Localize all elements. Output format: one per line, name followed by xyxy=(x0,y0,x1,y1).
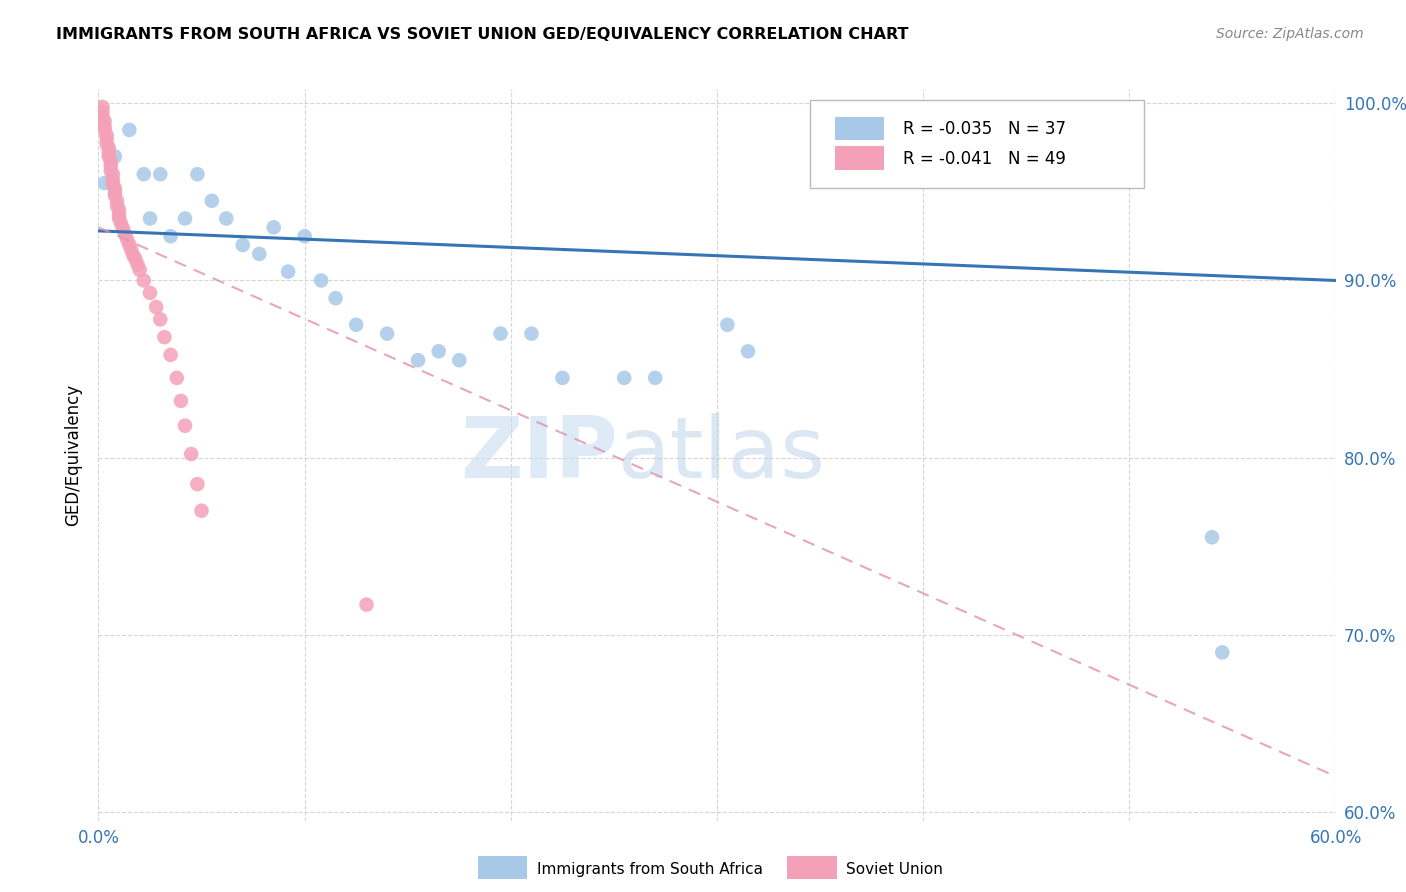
Point xyxy=(551,371,574,385)
Point xyxy=(153,330,176,344)
Point xyxy=(100,163,122,178)
Text: ZIP: ZIP xyxy=(460,413,619,497)
Point xyxy=(120,244,142,258)
Point xyxy=(520,326,543,341)
Point xyxy=(149,167,172,181)
Point xyxy=(427,344,450,359)
Point xyxy=(101,176,124,190)
Point xyxy=(93,114,115,128)
Point xyxy=(117,233,139,247)
Point xyxy=(186,477,208,491)
Point xyxy=(851,123,873,137)
Point xyxy=(613,371,636,385)
Point xyxy=(101,167,124,181)
Point xyxy=(124,252,146,267)
Point xyxy=(104,181,127,195)
Point xyxy=(232,238,254,252)
Point xyxy=(953,123,976,137)
Point xyxy=(112,222,135,236)
Point xyxy=(159,348,181,362)
Point xyxy=(97,141,120,155)
Point xyxy=(91,111,114,125)
Point xyxy=(139,285,162,300)
Text: Immigrants from South Africa: Immigrants from South Africa xyxy=(537,863,763,877)
Text: IMMIGRANTS FROM SOUTH AFRICA VS SOVIET UNION GED/EQUIVALENCY CORRELATION CHART: IMMIGRANTS FROM SOUTH AFRICA VS SOVIET U… xyxy=(56,27,908,42)
Point xyxy=(325,291,347,305)
FancyBboxPatch shape xyxy=(835,117,884,140)
Point xyxy=(375,326,398,341)
Point xyxy=(190,504,212,518)
Text: atlas: atlas xyxy=(619,413,827,497)
Point xyxy=(174,418,197,433)
FancyBboxPatch shape xyxy=(835,146,884,169)
Point xyxy=(97,149,120,163)
Point xyxy=(263,220,285,235)
Point xyxy=(406,353,429,368)
Point xyxy=(108,211,131,226)
Point xyxy=(166,371,188,385)
Point xyxy=(108,202,131,217)
Point xyxy=(149,312,172,326)
Text: R = -0.041   N = 49: R = -0.041 N = 49 xyxy=(903,150,1066,168)
Point xyxy=(344,318,367,332)
Point xyxy=(110,217,132,231)
Point xyxy=(100,158,122,172)
Point xyxy=(1201,530,1223,544)
Point xyxy=(122,249,145,263)
Y-axis label: GED/Equivalency: GED/Equivalency xyxy=(65,384,83,526)
FancyBboxPatch shape xyxy=(810,100,1144,188)
Point xyxy=(91,105,114,120)
Point xyxy=(118,123,141,137)
Point xyxy=(105,199,128,213)
Point xyxy=(108,208,131,222)
Point xyxy=(104,149,127,163)
Text: R = -0.035   N = 37: R = -0.035 N = 37 xyxy=(903,120,1066,138)
Point xyxy=(356,598,378,612)
Point xyxy=(96,132,118,146)
Text: Soviet Union: Soviet Union xyxy=(846,863,943,877)
Point xyxy=(159,229,181,244)
Point xyxy=(127,258,149,272)
Text: Source: ZipAtlas.com: Source: ZipAtlas.com xyxy=(1216,27,1364,41)
Point xyxy=(104,188,127,202)
Point xyxy=(114,227,136,242)
Point xyxy=(93,176,115,190)
Point xyxy=(174,211,197,226)
Point xyxy=(294,229,316,244)
Point xyxy=(93,123,115,137)
Point xyxy=(93,120,115,134)
Point xyxy=(186,167,208,181)
Point xyxy=(180,447,202,461)
Point xyxy=(101,172,124,186)
Point xyxy=(489,326,512,341)
Point xyxy=(922,123,945,137)
Point xyxy=(132,273,155,287)
Point xyxy=(104,185,127,199)
Point xyxy=(105,194,128,208)
Point xyxy=(737,344,759,359)
Point xyxy=(100,154,122,169)
Point xyxy=(96,137,118,152)
Point xyxy=(96,128,118,143)
Point xyxy=(309,273,332,287)
Point xyxy=(132,167,155,181)
Point xyxy=(145,300,167,314)
Point xyxy=(118,238,141,252)
Point xyxy=(91,100,114,114)
Point xyxy=(277,265,299,279)
Point xyxy=(891,123,914,137)
Point xyxy=(808,123,831,137)
Point xyxy=(97,145,120,160)
Point xyxy=(449,353,471,368)
Point xyxy=(716,318,738,332)
Point xyxy=(170,393,193,408)
Point xyxy=(1211,645,1233,659)
Point xyxy=(128,263,150,277)
Point xyxy=(247,247,270,261)
Point xyxy=(215,211,238,226)
Point xyxy=(201,194,224,208)
Point xyxy=(644,371,666,385)
Point xyxy=(139,211,162,226)
